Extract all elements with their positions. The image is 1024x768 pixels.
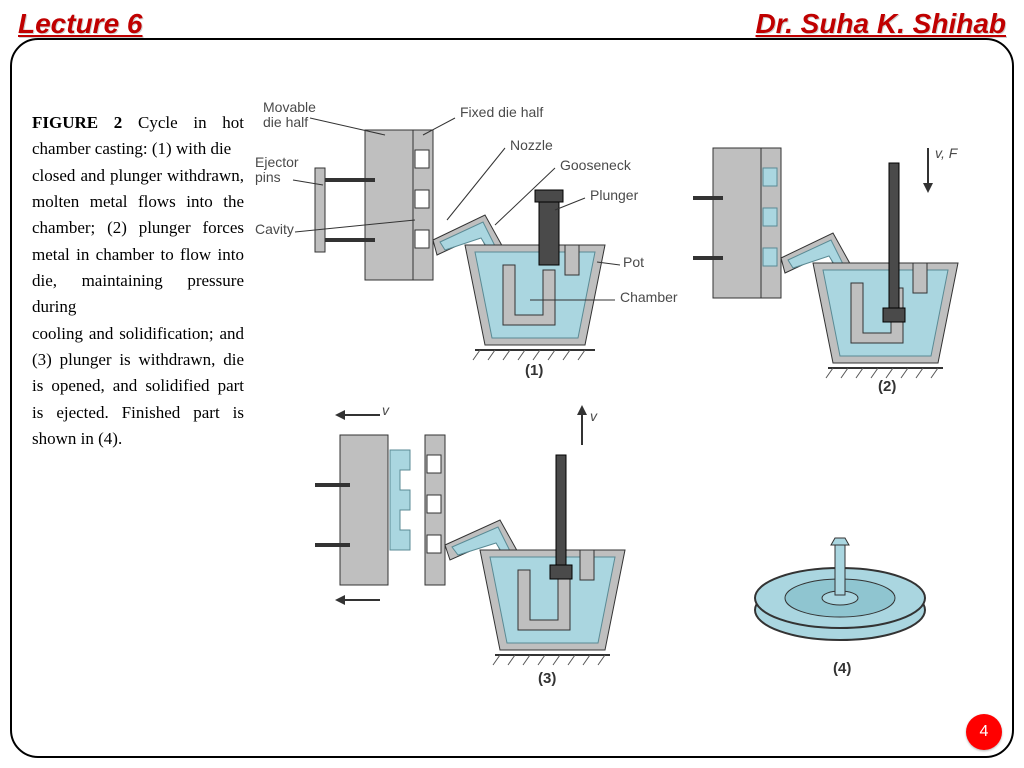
figure-number: FIGURE 2 [32, 113, 122, 132]
panel-4: (4) [725, 490, 965, 700]
label-fixed-die: Fixed die half [460, 105, 543, 120]
panel-3: v v (3) [310, 395, 700, 700]
panel-4-label: (4) [833, 660, 851, 677]
label-chamber: Chamber [620, 290, 678, 305]
label-vf: v, F [935, 146, 957, 161]
panel-2: v, F (2) [693, 128, 993, 383]
figure-area: Movable die half Fixed die half Nozzle G… [255, 90, 999, 718]
label-cavity: Cavity [255, 222, 294, 237]
label-v-plunger: v [590, 409, 597, 424]
panel-2-svg [693, 128, 993, 383]
caption-text-3: cooling and solidification; and (3) plun… [32, 321, 244, 453]
label-movable-die: Movable die half [263, 100, 316, 131]
panel-1: Movable die half Fixed die half Nozzle G… [255, 90, 675, 380]
page-number-badge: 4 [966, 714, 1002, 750]
label-nozzle: Nozzle [510, 138, 553, 153]
label-ejector-pins: Ejector pins [255, 155, 299, 186]
label-pot: Pot [623, 255, 644, 270]
panel-2-label: (2) [878, 378, 896, 395]
label-v-top: v [382, 403, 389, 418]
figure-caption: FIGURE 2 Cycle in hot chamber casting: (… [32, 110, 244, 452]
page-number: 4 [980, 723, 989, 741]
caption-text-2: closed and plunger withdrawn, molten met… [32, 163, 244, 321]
panel-1-svg [255, 90, 675, 380]
panel-3-svg [310, 395, 700, 700]
author-name: Dr. Suha K. Shihab [756, 8, 1006, 40]
label-plunger: Plunger [590, 188, 638, 203]
panel-3-label: (3) [538, 670, 556, 687]
panel-1-label: (1) [525, 362, 543, 379]
lecture-title: Lecture 6 [18, 8, 143, 40]
label-gooseneck: Gooseneck [560, 158, 631, 173]
